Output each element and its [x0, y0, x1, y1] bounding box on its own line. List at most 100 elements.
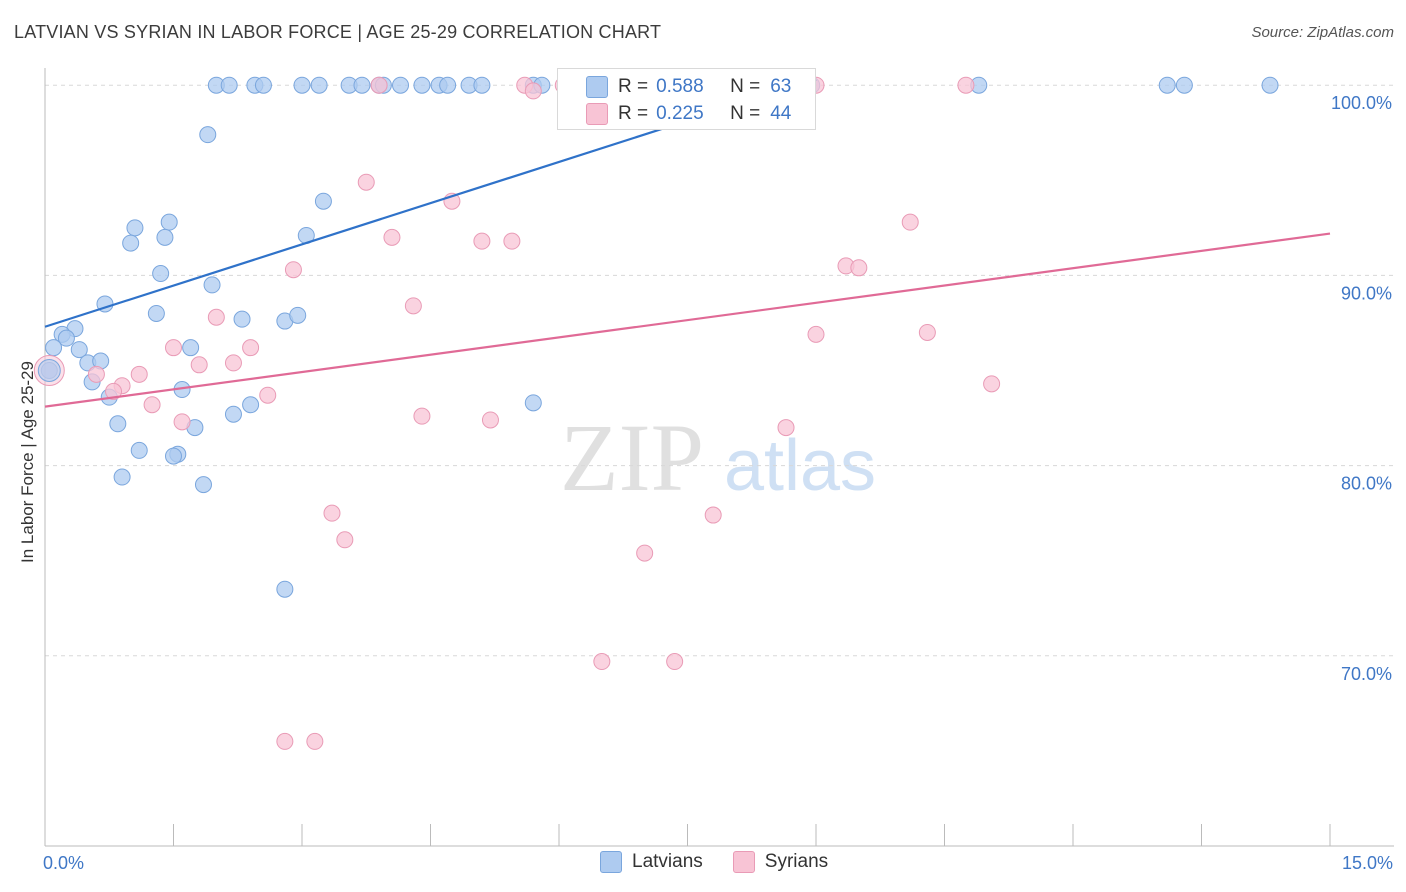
latvian-point — [199, 126, 217, 144]
syrian-point — [983, 375, 1001, 393]
latvian-point — [57, 329, 75, 347]
syrian-point — [636, 544, 654, 562]
syrian-point — [130, 365, 148, 383]
latvian-point — [242, 396, 260, 414]
syrians-swatch — [732, 851, 755, 873]
latvian-point — [524, 394, 542, 412]
latvian-point — [392, 76, 410, 94]
latvian-point — [45, 339, 63, 357]
syrians-r-label: R = — [618, 103, 649, 124]
syrian-point — [413, 407, 431, 425]
latvian-point — [126, 219, 144, 237]
correlation-stats-box: R = 0.588 N = 63 R = 0.225 N = 44 — [557, 68, 816, 130]
latvian-point — [473, 76, 491, 94]
syrian-point — [143, 396, 161, 414]
legend-item-syrians: Syrians — [732, 851, 828, 873]
legend-label-latvians: Latvians — [632, 851, 703, 872]
y-tick-label: 70.0% — [1341, 664, 1392, 684]
syrian-point — [323, 504, 341, 522]
syrian-point — [404, 297, 422, 315]
syrians-n-label: N = — [730, 103, 761, 124]
syrian-trend-line — [44, 232, 1331, 408]
syrian-point — [165, 339, 182, 357]
y-tick-label: 90.0% — [1341, 283, 1392, 303]
latvians-n-value: 63 — [770, 76, 792, 97]
syrians-n-value: 44 — [770, 103, 792, 124]
latvian-point — [276, 580, 294, 598]
syrian-point — [666, 653, 684, 671]
latvian-point — [122, 234, 140, 252]
chart-legend: Latvians Syrians — [600, 851, 828, 873]
syrian-point — [777, 419, 795, 437]
syrian-point — [242, 339, 260, 357]
latvian-point — [439, 76, 457, 94]
syrian-point — [306, 732, 324, 750]
latvian-point — [310, 76, 328, 94]
syrian-point — [704, 506, 722, 524]
syrian-point — [383, 228, 401, 246]
latvian-point — [1158, 76, 1176, 94]
y-tick-label: 80.0% — [1341, 474, 1392, 494]
syrian-point — [357, 173, 375, 191]
syrian-point — [370, 76, 388, 94]
syrians-stats-swatch — [586, 103, 608, 125]
latvian-point — [156, 228, 174, 246]
syrians-r-value: 0.225 — [656, 103, 704, 124]
latvians-r-label: R = — [618, 76, 649, 97]
syrian-point — [87, 365, 105, 383]
x-tick-label: 15.0% — [1342, 853, 1393, 873]
syrian-point — [336, 531, 354, 549]
syrian-point — [473, 232, 491, 250]
latvians-r-value: 0.588 — [656, 76, 704, 97]
syrian-point — [259, 386, 277, 404]
latvian-point — [353, 76, 371, 94]
stats-row-latvians: R = 0.588 N = 63 — [586, 74, 792, 100]
syrian-point — [957, 76, 975, 94]
latvian-point — [1261, 76, 1279, 94]
latvian-point — [113, 468, 131, 486]
syrian-point — [190, 356, 208, 374]
syrian-point — [918, 323, 936, 341]
legend-item-latvians: Latvians — [600, 851, 703, 873]
syrian-point — [207, 308, 225, 326]
latvian-point — [130, 441, 148, 459]
syrian-point — [284, 261, 302, 279]
latvian-point — [314, 192, 332, 210]
latvian-point — [233, 310, 251, 328]
latvian-point — [182, 339, 200, 357]
latvian-point — [70, 341, 88, 359]
latvian-point — [289, 306, 307, 324]
syrian-point — [481, 411, 499, 429]
syrian-point — [224, 354, 242, 372]
syrian-point — [173, 413, 191, 431]
latvian-point — [1175, 76, 1193, 94]
syrian-point — [503, 232, 521, 250]
source-label: Source: ZipAtlas.com — [1251, 24, 1394, 41]
latvian-point — [203, 276, 221, 294]
latvians-stats-swatch — [586, 76, 608, 98]
chart-title: LATVIAN VS SYRIAN IN LABOR FORCE | AGE 2… — [14, 22, 662, 42]
latvian-point — [152, 265, 170, 283]
latvian-point — [109, 415, 127, 433]
latvian-point — [37, 359, 61, 383]
latvians-swatch — [600, 851, 622, 873]
latvian-point — [224, 405, 242, 423]
watermark-zip: ZIP — [560, 404, 704, 511]
latvian-point — [194, 476, 212, 494]
syrian-point — [276, 732, 294, 750]
stats-row-syrians: R = 0.225 N = 44 — [586, 101, 792, 127]
x-tick-label: 0.0% — [43, 853, 84, 873]
latvian-point — [254, 76, 272, 94]
syrian-point — [524, 82, 542, 100]
syrian-point — [105, 382, 123, 400]
syrian-point — [807, 325, 825, 343]
latvian-point — [220, 76, 238, 94]
latvian-point — [413, 76, 431, 94]
syrian-point — [850, 259, 868, 277]
syrian-point — [593, 653, 611, 671]
latvian-point — [160, 213, 178, 231]
syrian-point — [901, 213, 919, 231]
latvian-point — [293, 76, 311, 94]
latvians-n-label: N = — [730, 76, 761, 97]
